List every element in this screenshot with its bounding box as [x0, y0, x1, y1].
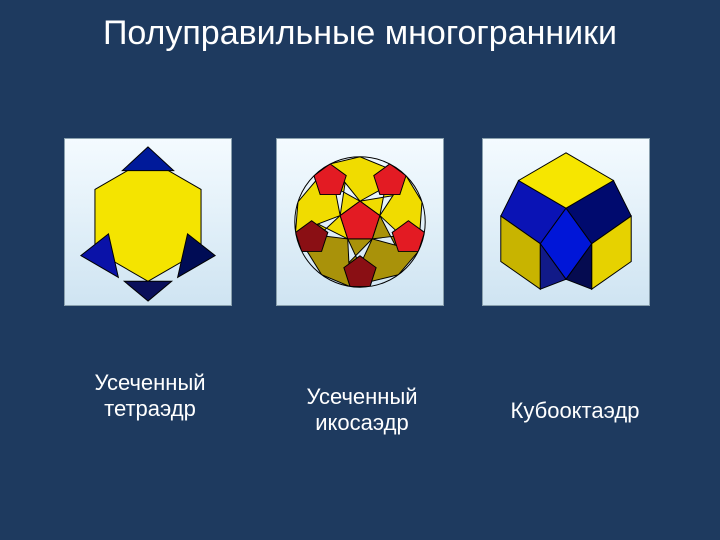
panel-truncated-icosahedron [276, 138, 444, 306]
caption-truncated-icosahedron: Усеченный икосаэдр [272, 384, 452, 436]
caption-truncated-tetrahedron: Усеченный тетраэдр [70, 370, 230, 422]
page-title: Полуправильные многогранники [0, 14, 720, 53]
caption-cuboctahedron: Кубооктаэдр [490, 398, 660, 424]
panel-cuboctahedron [482, 138, 650, 306]
panel-truncated-tetrahedron [64, 138, 232, 306]
